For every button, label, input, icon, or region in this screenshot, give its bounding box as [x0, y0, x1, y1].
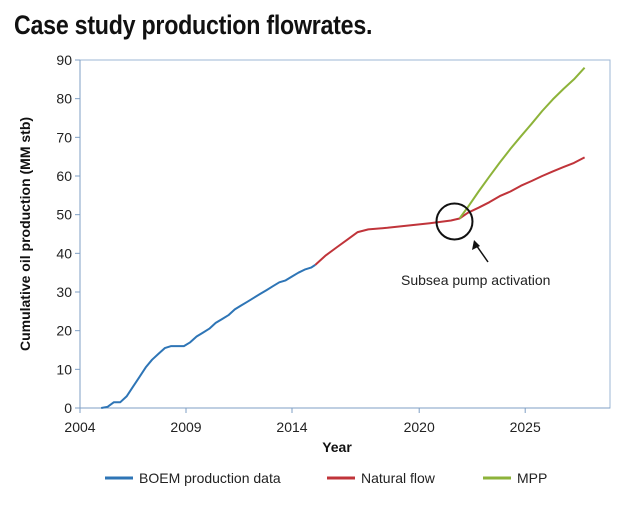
- x-tick-label: 2009: [170, 419, 201, 435]
- y-tick-label: 80: [56, 91, 72, 107]
- y-tick-label: 30: [56, 284, 72, 300]
- x-tick-label: 2020: [404, 419, 435, 435]
- y-tick-label: 90: [56, 52, 72, 68]
- annotation-arrowhead: [472, 240, 480, 250]
- x-tick-label: 2014: [276, 419, 307, 435]
- legend-label-2: Natural flow: [361, 470, 436, 486]
- y-tick-label: 20: [56, 323, 72, 339]
- series-line-2: [314, 156, 586, 266]
- x-tick-label: 2004: [64, 419, 95, 435]
- annotation-text: Subsea pump activation: [401, 272, 550, 288]
- y-tick-label: 40: [56, 245, 72, 261]
- series-lines: [101, 67, 586, 409]
- annotation-circle: [435, 202, 474, 241]
- series-line-1: [101, 264, 316, 409]
- plot-frame: [79, 59, 611, 409]
- chart-title: Case study production flowrates.: [14, 10, 373, 40]
- y-tick-label: 10: [56, 361, 72, 377]
- legend-label-3: MPP: [517, 470, 547, 486]
- y-axis-label: Cumulative oil production (MM stb): [17, 117, 33, 351]
- legend-label-1: BOEM production data: [139, 470, 281, 486]
- y-tick-label: 0: [64, 400, 72, 416]
- x-axis-label: Year: [322, 439, 352, 455]
- y-tick-label: 50: [56, 207, 72, 223]
- legend: BOEM production data Natural flow MPP: [105, 470, 547, 486]
- annotation: Subsea pump activation: [401, 202, 550, 288]
- y-tick-label: 60: [56, 168, 72, 184]
- axes: 0 10 20 30 40 50 60 70 80 90 2004 2009 2014 2020 2025 Y…: [17, 52, 611, 455]
- x-tick-label: 2025: [510, 419, 541, 435]
- y-tick-label: 70: [56, 129, 72, 145]
- series-line-3: [458, 67, 586, 220]
